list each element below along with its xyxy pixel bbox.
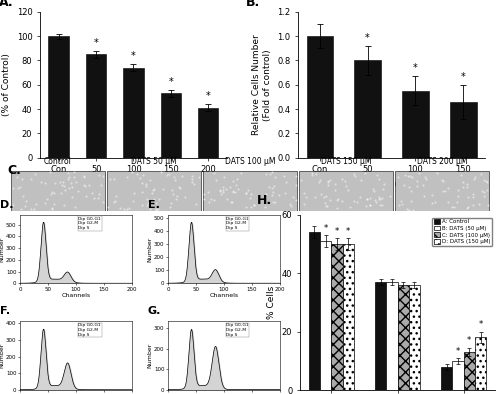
Y-axis label: Number: Number <box>0 236 4 262</box>
Bar <box>402 91 428 158</box>
Text: *: * <box>94 38 98 48</box>
Bar <box>86 54 106 158</box>
Text: Dip G0-G1
Dip G2-M
Dip S: Dip G0-G1 Dip G2-M Dip S <box>78 323 101 336</box>
X-axis label: Dose (μM): Dose (μM) <box>368 180 414 189</box>
Text: *: * <box>346 227 350 236</box>
Bar <box>332 244 342 390</box>
Text: *: * <box>335 227 339 236</box>
Text: Control: Control <box>44 157 72 166</box>
Point <box>437 171 445 178</box>
Y-axis label: Relative Cells Number
(Fold of control): Relative Cells Number (Fold of control) <box>252 34 272 135</box>
Text: *: * <box>168 76 173 87</box>
X-axis label: Channels: Channels <box>62 294 90 298</box>
Y-axis label: Number: Number <box>148 343 152 368</box>
Text: E.: E. <box>148 200 160 210</box>
Bar <box>441 367 452 390</box>
Bar <box>375 282 386 390</box>
Bar <box>48 36 69 158</box>
Point <box>368 50 376 56</box>
Bar <box>408 285 420 390</box>
Bar <box>309 232 320 390</box>
Text: DATS 100 μM: DATS 100 μM <box>225 157 275 166</box>
Text: Dip G0-G1
Dip G2-M
Dip S: Dip G0-G1 Dip G2-M Dip S <box>78 217 101 230</box>
Point <box>380 141 388 147</box>
Legend: A: Control, B: DATS (50 μM), C: DATS (100 μM), D: DATS (150 μM): A: Control, B: DATS (50 μM), C: DATS (10… <box>432 217 492 246</box>
Bar <box>123 68 144 158</box>
Text: *: * <box>467 336 471 346</box>
Text: F.: F. <box>0 307 10 316</box>
Y-axis label: Number: Number <box>148 236 152 262</box>
Text: G.: G. <box>148 307 161 316</box>
Text: *: * <box>131 51 136 61</box>
Text: B.: B. <box>246 0 260 9</box>
Bar <box>320 241 332 390</box>
Point <box>346 169 354 175</box>
Text: D.: D. <box>0 200 14 210</box>
Point <box>466 164 474 171</box>
Text: C.: C. <box>8 164 22 177</box>
Y-axis label: Cell viability
(% of Control): Cell viability (% of Control) <box>0 53 11 116</box>
Bar <box>450 102 476 158</box>
Text: *: * <box>324 224 328 233</box>
Bar <box>342 244 354 390</box>
Text: Dip G0-G1
Dip G2-M
Dip S: Dip G0-G1 Dip G2-M Dip S <box>226 323 249 336</box>
Point <box>396 97 404 104</box>
Bar <box>475 337 486 390</box>
Text: Dip G0-G1
Dip G2-M
Dip S: Dip G0-G1 Dip G2-M Dip S <box>226 217 249 230</box>
X-axis label: Channels: Channels <box>210 294 238 298</box>
Bar <box>198 108 218 158</box>
Text: H.: H. <box>257 194 272 207</box>
Bar <box>464 352 475 390</box>
Y-axis label: Number: Number <box>0 343 4 368</box>
Bar <box>160 93 181 158</box>
Point <box>275 132 283 139</box>
Text: *: * <box>456 347 460 355</box>
Text: *: * <box>478 320 482 329</box>
Text: A.: A. <box>0 0 14 9</box>
X-axis label: Dose (μM): Dose (μM) <box>110 180 156 189</box>
Text: *: * <box>461 72 466 82</box>
Y-axis label: % Cells: % Cells <box>267 286 276 319</box>
Bar <box>398 285 408 390</box>
Bar <box>452 361 464 390</box>
Bar <box>354 60 380 158</box>
Text: DATS 50 μM: DATS 50 μM <box>131 157 177 166</box>
Text: DATS 200 μM: DATS 200 μM <box>417 157 467 166</box>
Point <box>483 123 491 130</box>
Text: DATS 150 μM: DATS 150 μM <box>321 157 372 166</box>
Bar <box>306 36 333 158</box>
Text: *: * <box>365 33 370 43</box>
Text: *: * <box>206 91 210 101</box>
Text: *: * <box>413 63 418 73</box>
Bar <box>386 282 398 390</box>
